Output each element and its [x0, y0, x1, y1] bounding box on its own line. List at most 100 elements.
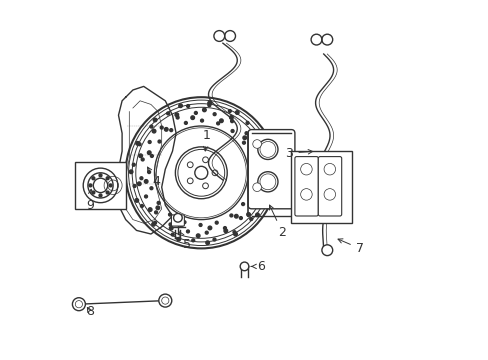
Circle shape [233, 232, 237, 236]
Circle shape [249, 217, 252, 220]
Text: 3: 3 [285, 147, 312, 159]
Circle shape [241, 203, 244, 206]
Circle shape [154, 211, 157, 214]
Text: 7: 7 [337, 239, 363, 255]
Circle shape [151, 222, 155, 226]
Circle shape [251, 172, 254, 175]
Circle shape [250, 134, 254, 138]
Circle shape [152, 129, 156, 133]
Text: 1: 1 [203, 129, 210, 151]
Circle shape [243, 136, 246, 140]
Circle shape [92, 191, 95, 194]
Circle shape [234, 215, 238, 218]
Circle shape [168, 213, 171, 216]
Circle shape [259, 166, 262, 169]
Circle shape [205, 241, 209, 244]
Circle shape [223, 227, 226, 230]
Circle shape [186, 105, 189, 108]
Circle shape [179, 104, 182, 108]
Circle shape [141, 158, 144, 161]
FancyBboxPatch shape [171, 215, 184, 226]
Circle shape [254, 162, 258, 166]
Text: 5: 5 [180, 232, 190, 251]
Circle shape [224, 229, 227, 233]
Circle shape [251, 202, 254, 205]
Circle shape [267, 186, 271, 190]
Circle shape [138, 143, 141, 146]
Circle shape [144, 195, 147, 198]
Circle shape [176, 116, 179, 119]
Circle shape [137, 182, 141, 185]
FancyBboxPatch shape [294, 157, 318, 216]
Circle shape [92, 177, 95, 180]
Circle shape [213, 113, 216, 116]
Circle shape [266, 158, 269, 161]
Circle shape [148, 140, 151, 143]
Circle shape [208, 226, 211, 230]
Circle shape [235, 111, 239, 114]
Circle shape [99, 174, 102, 177]
Circle shape [169, 226, 173, 230]
Circle shape [244, 132, 247, 135]
Circle shape [183, 221, 185, 224]
Circle shape [191, 239, 194, 242]
Circle shape [242, 141, 245, 144]
Circle shape [200, 119, 203, 122]
Circle shape [259, 138, 262, 141]
Circle shape [89, 184, 92, 187]
Circle shape [140, 204, 143, 207]
Circle shape [240, 262, 248, 271]
Circle shape [150, 187, 153, 190]
Circle shape [268, 157, 271, 161]
Circle shape [140, 177, 142, 180]
Circle shape [261, 160, 264, 164]
Circle shape [177, 238, 180, 241]
Circle shape [106, 191, 109, 194]
Circle shape [260, 188, 263, 192]
Circle shape [156, 206, 160, 210]
Circle shape [213, 238, 216, 241]
Circle shape [194, 112, 197, 114]
Circle shape [207, 104, 210, 107]
Circle shape [219, 119, 223, 122]
Circle shape [233, 231, 235, 234]
Circle shape [184, 121, 187, 124]
Circle shape [153, 221, 156, 224]
Circle shape [256, 131, 260, 134]
Circle shape [245, 121, 248, 124]
Circle shape [216, 122, 219, 125]
FancyBboxPatch shape [318, 157, 341, 216]
Circle shape [246, 213, 250, 216]
Text: 9: 9 [85, 189, 93, 212]
FancyBboxPatch shape [291, 151, 352, 223]
Circle shape [252, 140, 261, 148]
Circle shape [321, 245, 332, 256]
Circle shape [229, 116, 233, 119]
Circle shape [148, 208, 152, 211]
Circle shape [267, 179, 270, 182]
Circle shape [144, 180, 148, 183]
Circle shape [147, 151, 151, 154]
Circle shape [228, 109, 231, 112]
Circle shape [251, 191, 255, 195]
Circle shape [164, 127, 168, 131]
Circle shape [230, 120, 233, 123]
Circle shape [72, 298, 85, 311]
Text: 8: 8 [85, 305, 94, 318]
Circle shape [169, 223, 172, 226]
Circle shape [229, 214, 232, 217]
Circle shape [157, 202, 160, 204]
Circle shape [139, 154, 142, 158]
Circle shape [129, 170, 133, 174]
Circle shape [255, 148, 258, 150]
Circle shape [249, 156, 252, 159]
Circle shape [169, 129, 172, 131]
Text: 6: 6 [251, 260, 264, 273]
Circle shape [150, 154, 153, 157]
Circle shape [255, 213, 259, 217]
Circle shape [132, 163, 135, 166]
Circle shape [136, 141, 139, 145]
Circle shape [159, 294, 171, 307]
Circle shape [175, 113, 178, 117]
Circle shape [249, 188, 252, 191]
